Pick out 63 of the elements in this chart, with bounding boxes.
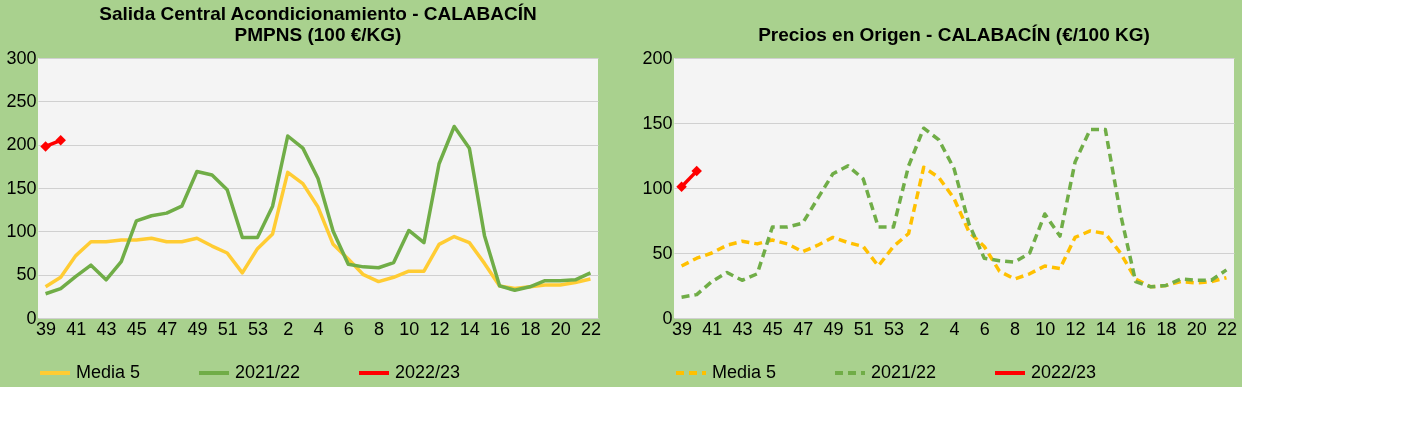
x-tick-label: 6 <box>343 318 354 339</box>
x-tick-label: 8 <box>374 318 385 339</box>
x-tick-label: 41 <box>66 318 87 339</box>
x-tick-label: 22 <box>1216 318 1237 339</box>
x-tick-label: 45 <box>126 318 147 339</box>
x-tick-label: 39 <box>36 318 57 339</box>
x-tick-label: 43 <box>732 318 753 339</box>
text: Salida Central Acondicionamiento - CALABACÍN <box>99 3 537 24</box>
x-tick-label: 18 <box>1156 318 1177 339</box>
x-tick-label: 49 <box>187 318 208 339</box>
x-tick-label: 53 <box>247 318 268 339</box>
y-tick-label: 250 <box>6 90 37 111</box>
y-tick-label: 200 <box>642 47 673 68</box>
x-tick-label: 4 <box>949 318 960 339</box>
legend-label: Media 5 <box>76 362 141 382</box>
legend-label: 2022/23 <box>395 362 461 382</box>
x-tick-label: 39 <box>672 318 693 339</box>
text: PMPNS (100 €/KG) <box>234 24 402 45</box>
x-tick-label: 41 <box>702 318 723 339</box>
x-tick-label: 51 <box>853 318 874 339</box>
x-tick-label: 47 <box>793 318 814 339</box>
y-tick-label: 300 <box>6 47 37 68</box>
x-tick-label: 47 <box>157 318 178 339</box>
x-tick-label: 14 <box>459 318 480 339</box>
x-tick-label: 16 <box>490 318 511 339</box>
x-tick-label: 6 <box>979 318 990 339</box>
y-tick-label: 50 <box>652 242 673 263</box>
line-series <box>679 165 1229 289</box>
line-series <box>679 126 1229 299</box>
legend-label: 2021/22 <box>871 362 937 382</box>
x-tick-label: 10 <box>399 318 420 339</box>
x-tick-label: 12 <box>1065 318 1086 339</box>
x-tick-label: 20 <box>550 318 571 339</box>
x-tick-label: 22 <box>580 318 601 339</box>
y-tick-label: 200 <box>6 134 37 155</box>
y-tick-label: 150 <box>6 177 37 198</box>
x-tick-label: 10 <box>1035 318 1056 339</box>
text: Precios en Origen - CALABACÍN (€/100 KG) <box>758 24 1150 45</box>
y-tick-label: 100 <box>642 177 673 198</box>
x-tick-label: 20 <box>1186 318 1207 339</box>
x-tick-label: 16 <box>1126 318 1147 339</box>
x-tick-label: 49 <box>823 318 844 339</box>
line-series <box>43 170 593 291</box>
x-tick-label: 53 <box>883 318 904 339</box>
x-tick-label: 2 <box>919 318 930 339</box>
x-tick-label: 18 <box>520 318 541 339</box>
x-tick-label: 14 <box>1095 318 1116 339</box>
x-tick-label: 12 <box>429 318 450 339</box>
y-tick-label: 0 <box>26 307 37 328</box>
x-tick-label: 43 <box>96 318 117 339</box>
x-tick-label: 45 <box>762 318 783 339</box>
legend-label: Media 5 <box>712 362 777 382</box>
x-tick-label: 8 <box>1010 318 1021 339</box>
line-series <box>43 124 593 296</box>
x-tick-label: 2 <box>283 318 294 339</box>
y-tick-label: 0 <box>662 307 673 328</box>
y-tick-label: 150 <box>642 112 673 133</box>
legend-label: 2021/22 <box>235 362 301 382</box>
x-tick-label: 51 <box>217 318 238 339</box>
x-tick-label: 4 <box>313 318 324 339</box>
legend-label: 2022/23 <box>1031 362 1097 382</box>
y-tick-label: 50 <box>16 264 37 285</box>
y-tick-label: 100 <box>6 220 37 241</box>
